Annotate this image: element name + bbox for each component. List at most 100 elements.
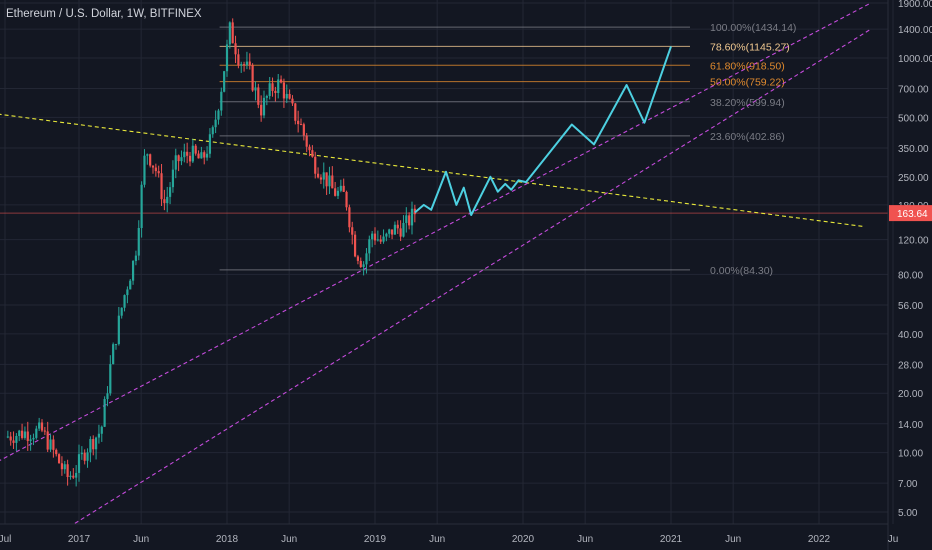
time-axis-label: 2020 (512, 534, 535, 545)
candle-body (231, 22, 234, 44)
candle-body (359, 260, 362, 268)
candle (75, 465, 78, 487)
candle (89, 436, 92, 463)
candle-body (390, 229, 394, 235)
candle (200, 146, 203, 159)
candle (331, 166, 334, 189)
candle-body (379, 239, 382, 242)
candle-body (237, 54, 240, 66)
time-axis-label: 2017 (68, 534, 91, 545)
candle-body (388, 229, 391, 234)
candle (154, 163, 157, 177)
candle (413, 204, 416, 223)
candle (38, 417, 41, 432)
price-axis-label: 10.00 (898, 449, 923, 460)
candle-body (382, 236, 385, 242)
candle-body (194, 145, 197, 154)
candle-body (311, 150, 314, 157)
current-price-tag: 163.64 (889, 205, 932, 222)
candle-body (49, 439, 52, 450)
candle (342, 178, 345, 193)
channel-upper-trendline (0, 2, 872, 461)
candle-body (376, 239, 379, 241)
candle-body (305, 135, 308, 147)
candle (277, 74, 280, 99)
candle (291, 95, 294, 106)
candle-body (254, 87, 257, 91)
candle (228, 21, 231, 49)
candle (171, 160, 175, 193)
candle (257, 83, 260, 109)
candle-body (291, 98, 294, 104)
candle (197, 150, 200, 159)
candle (137, 220, 140, 261)
candle-body (92, 439, 95, 450)
candle (405, 207, 408, 233)
candle (205, 146, 209, 161)
candle (183, 143, 186, 163)
candle (408, 212, 411, 230)
candle (140, 181, 143, 238)
candle-body (146, 154, 149, 156)
time-axis-label: Jun (577, 534, 593, 545)
candle (126, 286, 129, 304)
price-axis-label: 56.00 (898, 301, 923, 312)
candle (373, 227, 377, 245)
candle-body (151, 165, 155, 168)
candle (100, 425, 103, 442)
candle-body (208, 134, 212, 154)
candle-body (274, 90, 277, 93)
candle-body (9, 436, 12, 441)
candle-body (308, 146, 311, 151)
time-axis: Jul 2017 Jun 2018 Jun 2019 Jun 2020 Jun 2021 Jun 20… (0, 523, 898, 545)
candle-body (109, 364, 112, 394)
candle-body (168, 187, 172, 197)
price-axis-label: 40.00 (898, 330, 923, 341)
candle (305, 132, 308, 153)
candle (299, 118, 303, 126)
price-axis-label: 120.00 (898, 236, 929, 247)
candle (390, 229, 394, 240)
candle (149, 153, 152, 168)
candle-body (183, 151, 186, 158)
price-axis-label: 20.00 (898, 389, 923, 400)
candle (194, 143, 197, 156)
candle (49, 434, 52, 452)
candle (217, 108, 220, 125)
candle-body (83, 452, 86, 461)
candle-body (277, 79, 280, 93)
time-axis-label: 2019 (364, 534, 387, 545)
candle-body (240, 64, 243, 66)
candle (43, 426, 46, 435)
candle (103, 396, 106, 428)
candle (211, 125, 214, 138)
candle (146, 153, 149, 165)
candle-body (265, 96, 268, 98)
channel-lower-trendline (72, 28, 872, 524)
candle (203, 150, 206, 165)
candle (220, 87, 223, 116)
candle-body (393, 224, 397, 235)
candle (382, 229, 385, 244)
current-price-value: 163.64 (897, 209, 928, 220)
candle (52, 435, 55, 458)
candle (271, 77, 274, 97)
candle-body (268, 83, 271, 97)
candle (393, 221, 397, 235)
candle-body (103, 399, 106, 427)
fib-level-label: 50.00%(759.22) (710, 77, 785, 89)
candle (288, 89, 291, 100)
candle (297, 110, 300, 133)
candle-body (325, 172, 328, 187)
candle-body (345, 191, 348, 208)
candle (248, 53, 251, 70)
candle (388, 228, 391, 238)
candle (180, 150, 183, 166)
candle (40, 419, 44, 433)
candle (129, 278, 132, 290)
candle (120, 307, 123, 319)
candle-body (60, 463, 64, 470)
candle-body (86, 452, 89, 461)
